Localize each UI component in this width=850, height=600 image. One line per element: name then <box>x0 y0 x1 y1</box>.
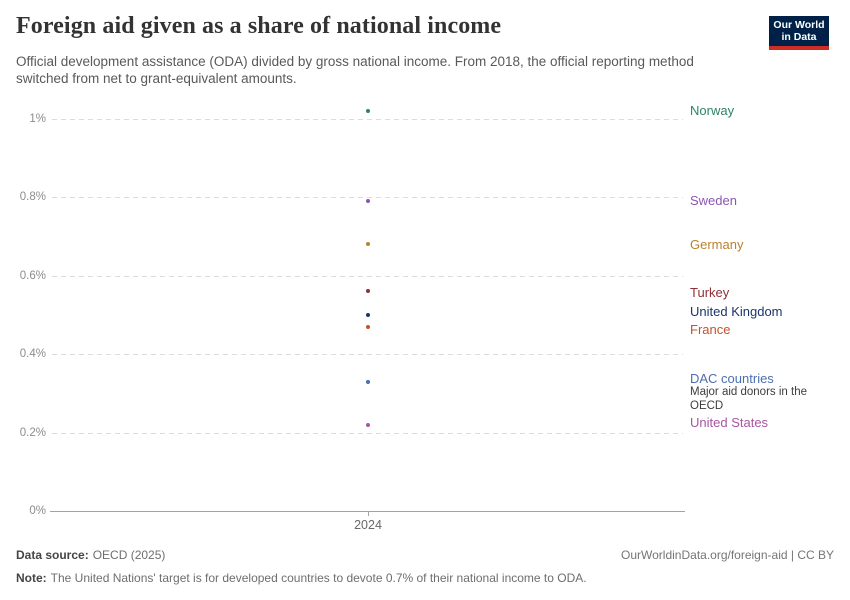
x-axis-line <box>50 511 685 512</box>
data-source-label: Data source: <box>16 548 89 562</box>
data-point-dac-countries[interactable] <box>366 379 370 384</box>
gridline-1- <box>52 119 683 120</box>
series-label-sweden[interactable]: Sweden <box>690 193 737 208</box>
gridline-0-4- <box>52 354 683 356</box>
data-point-germany[interactable] <box>366 242 370 247</box>
y-tick-label-0-8-: 0.8% <box>19 191 46 204</box>
y-tick-label-0-4-: 0.4% <box>19 348 46 361</box>
x-tick-mark <box>368 511 369 516</box>
gridline-0-8- <box>52 197 683 199</box>
owid-logo[interactable]: Our World in Data <box>769 16 829 50</box>
citation-link[interactable]: OurWorldinData.org/foreign-aid | CC BY <box>621 548 834 562</box>
note-text: The United Nations' target is for develo… <box>50 571 587 585</box>
data-point-norway[interactable] <box>366 109 370 114</box>
note-line: Note: The United Nations' target is for d… <box>16 571 587 585</box>
footer: Data source: OECD (2025) Note: The United … <box>16 548 587 594</box>
series-label-dac-countries[interactable]: DAC countries <box>690 371 774 386</box>
owid-logo-line1: Our World <box>773 19 825 31</box>
series-label-germany[interactable]: Germany <box>690 237 744 252</box>
series-label-united-states[interactable]: United States <box>690 415 769 430</box>
data-point-turkey[interactable] <box>366 289 370 294</box>
page-title: Foreign aid given as a share of national… <box>16 13 502 39</box>
data-point-france[interactable] <box>366 324 370 329</box>
series-label-united-kingdom[interactable]: United Kingdom <box>690 304 783 319</box>
y-tick-label-0-2-: 0.2% <box>19 426 46 439</box>
y-tick-label-0-: 0% <box>29 505 46 517</box>
y-tick-label-1-: 1% <box>29 113 46 125</box>
series-label-france[interactable]: France <box>690 322 731 337</box>
data-source-line: Data source: OECD (2025) <box>16 548 587 562</box>
x-tick-label: 2024 <box>354 518 382 532</box>
y-tick-label-0-6-: 0.6% <box>19 269 46 282</box>
gridline-0-2- <box>52 432 683 434</box>
note-label: Note: <box>16 571 47 585</box>
series-sublabel-dac-countries: Major aid donors in the OECD <box>690 386 807 412</box>
data-point-united-states[interactable] <box>366 422 370 427</box>
data-point-sweden[interactable] <box>366 199 370 204</box>
gridline-0-6- <box>52 275 683 277</box>
data-source-value: OECD (2025) <box>92 548 166 562</box>
series-label-turkey[interactable]: Turkey <box>690 285 730 300</box>
data-point-united-kingdom[interactable] <box>366 313 370 317</box>
owid-logo-line2: in Data <box>781 31 817 43</box>
series-label-norway[interactable]: Norway <box>690 103 735 118</box>
chart-subtitle: Official development assistance (ODA) di… <box>16 54 694 86</box>
